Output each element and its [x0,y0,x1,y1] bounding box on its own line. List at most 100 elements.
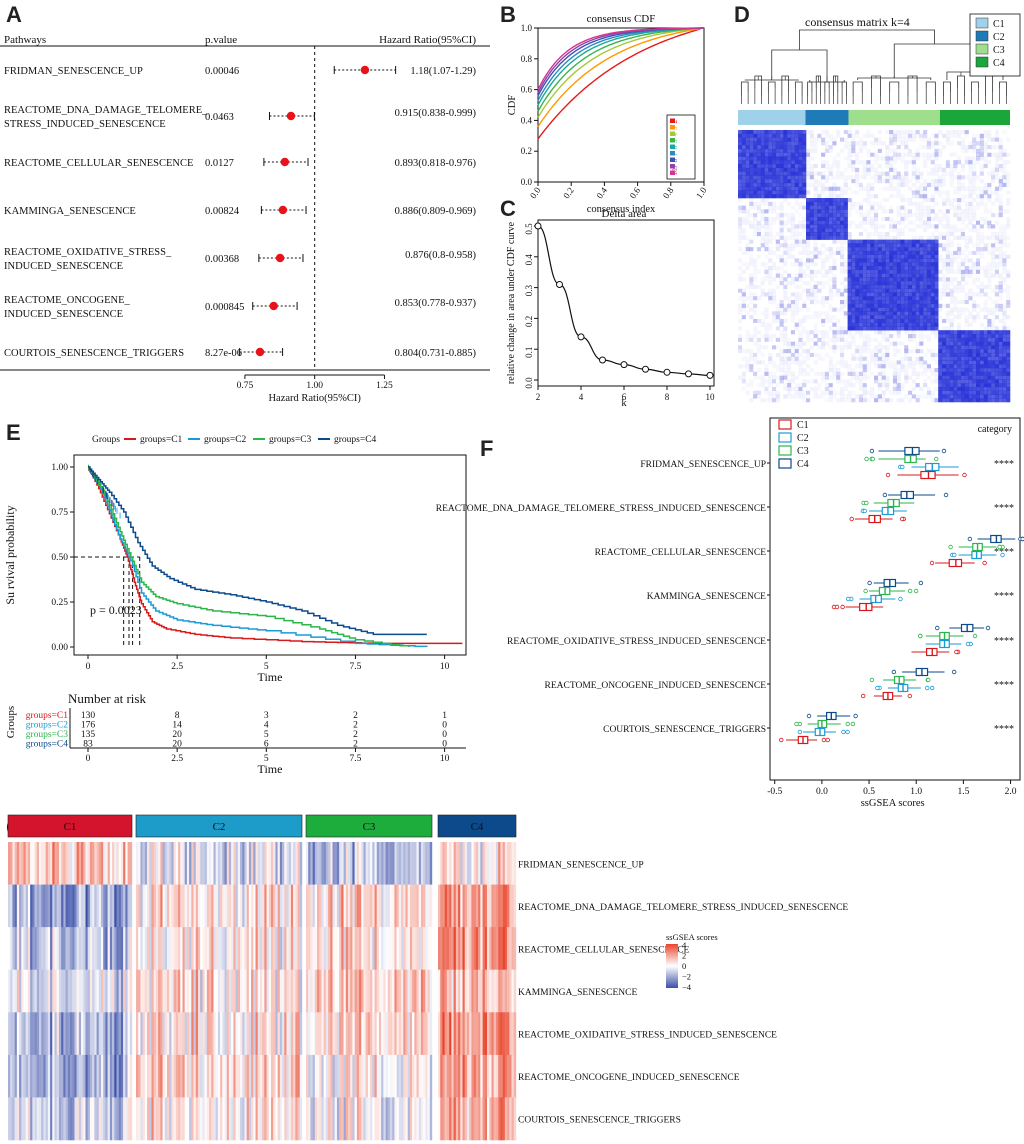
box-outlier [849,516,854,522]
matrix-cell [1006,284,1011,289]
matrix-cell [809,137,814,142]
matrix-cell [946,228,950,232]
matrix-cell [957,352,962,357]
matrix-cell [979,145,984,150]
matrix-cell [994,273,999,278]
matrix-cell [938,277,943,282]
matrix-cell [919,307,924,312]
matrix-cell [787,383,792,388]
heatmap-cell [220,969,223,1013]
matrix-cell [862,322,867,327]
matrix-cell [964,337,969,342]
matrix-cell [787,179,792,184]
matrix-cell [821,243,826,248]
heatmap-cell [235,969,239,1013]
matrix-cell [953,334,958,339]
matrix-cell [987,345,992,350]
matrix-cell [813,198,818,203]
matrix-cell [904,277,909,282]
matrix-cell [987,398,992,403]
matrix-cell [738,167,743,172]
heatmap-cell [175,969,179,1013]
matrix-cell [896,209,901,214]
heatmap-cell [182,884,185,928]
heatmap-cell [50,1097,53,1141]
heatmap-cell [98,884,102,928]
matrix-cell [919,300,924,305]
heatmap-cell [65,927,68,970]
matrix-cell [953,330,958,335]
matrix-cell [802,205,807,210]
matrix-cell [972,149,976,153]
matrix-cell [972,330,977,335]
matrix-cell [987,368,992,373]
matrix-cell [760,141,765,146]
matrix-cell [858,281,863,286]
matrix-cell [828,171,833,176]
matrix-cell [783,292,788,297]
matrix-cell [824,311,829,316]
matrix-cell [911,303,916,308]
matrix-cell [836,171,841,176]
matrix-cell [874,137,879,142]
matrix-cell [1006,303,1011,308]
matrix-cell [1006,315,1011,320]
heatmap-cell [213,969,216,1013]
matrix-cell [858,250,863,255]
heatmap-cell [271,927,274,970]
matrix-cell [885,247,890,252]
matrix-cell [881,239,886,244]
matrix-cell [911,371,916,376]
heatmap-cell [140,884,143,928]
matrix-cell [783,160,788,165]
matrix-cell [840,360,845,365]
matrix-cell [779,322,784,327]
matrix-cell [855,266,860,271]
matrix-cell [840,398,845,403]
matrix-cell [779,277,784,282]
heatmap-cell [32,969,35,1013]
heatmap-cell [54,927,57,970]
risk-table-count: 4 [264,721,269,731]
matrix-cell [881,250,886,255]
heatmap-cell [105,1097,108,1141]
matrix-cell [813,164,818,169]
matrix-cell [806,220,811,225]
matrix-cell [911,330,916,335]
heatmap-cell [16,927,20,970]
matrix-cell [889,296,894,301]
matrix-cell [847,303,852,308]
matrix-cell [904,300,909,305]
matrix-cell [934,318,939,323]
heatmap-cell [8,1054,11,1098]
matrix-cell [923,213,927,217]
matrix-cell [904,152,909,157]
matrix-cell [942,277,947,282]
matrix-cell [904,330,909,335]
heatmap-cell [142,884,146,928]
matrix-cell [783,179,788,184]
matrix-cell [953,398,958,403]
matrix-cell [949,258,954,263]
heatmap-cell [162,969,165,1013]
matrix-cell [741,148,746,153]
matrix-cell [960,368,965,373]
matrix-cell [866,160,871,165]
matrix-cell [798,148,803,153]
matrix-cell [900,303,905,308]
matrix-cell [756,130,761,135]
heatmap-cell [293,842,296,885]
heatmap-cell [36,1054,40,1098]
matrix-cell [851,371,856,376]
matrix-cell [896,152,901,157]
heatmap-cell [136,884,139,928]
matrix-cell [824,334,829,339]
matrix-cell [979,330,984,335]
heatmap-cell [14,1054,18,1098]
matrix-cell [904,288,909,293]
matrix-cell [979,152,984,157]
matrix-cell [764,160,769,165]
matrix-cell [896,205,901,210]
heatmap-cell [277,884,281,928]
matrix-cell [821,371,826,376]
